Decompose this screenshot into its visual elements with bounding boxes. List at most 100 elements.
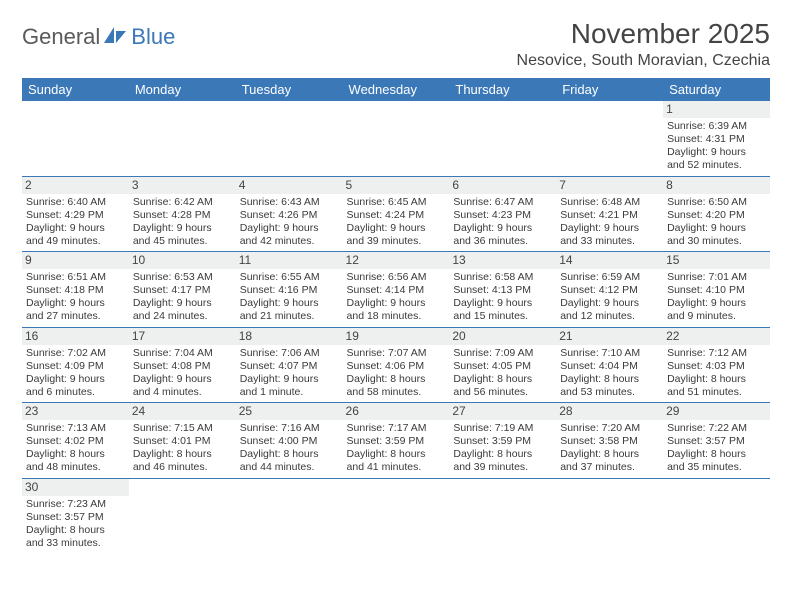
- daylight-text: Daylight: 8 hours and 53 minutes.: [560, 373, 659, 399]
- sunset-text: Sunset: 4:18 PM: [26, 284, 125, 297]
- sunset-text: Sunset: 4:29 PM: [26, 209, 125, 222]
- sunrise-text: Sunrise: 7:23 AM: [26, 498, 125, 511]
- day-number: 3: [129, 177, 236, 194]
- daylight-text: Daylight: 9 hours and 24 minutes.: [133, 297, 232, 323]
- calendar-week-row: 1Sunrise: 6:39 AMSunset: 4:31 PMDaylight…: [22, 101, 770, 176]
- calendar-day-cell: [343, 478, 450, 553]
- day-number: 28: [556, 403, 663, 420]
- sunset-text: Sunset: 3:59 PM: [347, 435, 446, 448]
- sunrise-text: Sunrise: 6:45 AM: [347, 196, 446, 209]
- calendar-day-cell: 16Sunrise: 7:02 AMSunset: 4:09 PMDayligh…: [22, 327, 129, 403]
- sunrise-text: Sunrise: 7:01 AM: [667, 271, 766, 284]
- sunset-text: Sunset: 4:06 PM: [347, 360, 446, 373]
- sunset-text: Sunset: 4:05 PM: [453, 360, 552, 373]
- sunset-text: Sunset: 4:12 PM: [560, 284, 659, 297]
- daylight-text: Daylight: 8 hours and 56 minutes.: [453, 373, 552, 399]
- day-number: 21: [556, 328, 663, 345]
- daylight-text: Daylight: 9 hours and 39 minutes.: [347, 222, 446, 248]
- logo-text-general: General: [22, 24, 100, 50]
- day-number: 16: [22, 328, 129, 345]
- calendar-day-cell: [449, 101, 556, 176]
- daylight-text: Daylight: 9 hours and 15 minutes.: [453, 297, 552, 323]
- day-number: 4: [236, 177, 343, 194]
- sunset-text: Sunset: 4:03 PM: [667, 360, 766, 373]
- calendar-day-cell: 1Sunrise: 6:39 AMSunset: 4:31 PMDaylight…: [663, 101, 770, 176]
- calendar-day-cell: [236, 101, 343, 176]
- calendar-week-row: 2Sunrise: 6:40 AMSunset: 4:29 PMDaylight…: [22, 176, 770, 252]
- daylight-text: Daylight: 9 hours and 18 minutes.: [347, 297, 446, 323]
- logo: General Blue: [22, 24, 175, 50]
- sunrise-text: Sunrise: 7:10 AM: [560, 347, 659, 360]
- sunrise-text: Sunrise: 7:15 AM: [133, 422, 232, 435]
- daylight-text: Daylight: 9 hours and 42 minutes.: [240, 222, 339, 248]
- sunset-text: Sunset: 3:58 PM: [560, 435, 659, 448]
- sunrise-text: Sunrise: 6:50 AM: [667, 196, 766, 209]
- day-number: 26: [343, 403, 450, 420]
- logo-text-blue: Blue: [131, 24, 175, 50]
- sunset-text: Sunset: 4:23 PM: [453, 209, 552, 222]
- calendar-day-cell: 26 Sunrise: 7:17 AMSunset: 3:59 PMDayligh…: [343, 403, 450, 479]
- day-number: 18: [236, 328, 343, 345]
- sunrise-text: Sunrise: 7:12 AM: [667, 347, 766, 360]
- sunset-text: Sunset: 4:01 PM: [133, 435, 232, 448]
- calendar-week-row: 23Sunrise: 7:13 AMSunset: 4:02 PMDayligh…: [22, 403, 770, 479]
- day-number: 6: [449, 177, 556, 194]
- calendar-day-cell: 13Sunrise: 6:58 AMSunset: 4:13 PMDayligh…: [449, 252, 556, 328]
- sunrise-text: Sunrise: 6:51 AM: [26, 271, 125, 284]
- calendar-day-cell: [22, 101, 129, 176]
- calendar-day-cell: 11Sunrise: 6:55 AMSunset: 4:16 PMDayligh…: [236, 252, 343, 328]
- daylight-text: Daylight: 8 hours and 51 minutes.: [667, 373, 766, 399]
- day-number: 8: [663, 177, 770, 194]
- calendar-day-cell: [343, 101, 450, 176]
- daylight-text: Daylight: 8 hours and 33 minutes.: [26, 524, 125, 550]
- sunrise-text: Sunrise: 6:53 AM: [133, 271, 232, 284]
- daylight-text: Daylight: 8 hours and 35 minutes.: [667, 448, 766, 474]
- sail-icon: [102, 25, 128, 50]
- sunrise-text: Sunrise: 6:48 AM: [560, 196, 659, 209]
- sunrise-text: Sunrise: 7:20 AM: [560, 422, 659, 435]
- daylight-text: Daylight: 8 hours and 37 minutes.: [560, 448, 659, 474]
- calendar-day-cell: [129, 101, 236, 176]
- day-number: 30: [22, 479, 129, 496]
- calendar-day-cell: 15Sunrise: 7:01 AMSunset: 4:10 PMDayligh…: [663, 252, 770, 328]
- calendar-week-row: 9 Sunrise: 6:51 AMSunset: 4:18 PM Daylight…: [22, 252, 770, 328]
- sunrise-text: Sunrise: 6:59 AM: [560, 271, 659, 284]
- sunset-text: Sunset: 4:26 PM: [240, 209, 339, 222]
- daylight-text: Daylight: 9 hours and 36 minutes.: [453, 222, 552, 248]
- day-number: 17: [129, 328, 236, 345]
- sunrise-text: Sunrise: 7:16 AM: [240, 422, 339, 435]
- sunset-text: Sunset: 4:09 PM: [26, 360, 125, 373]
- day-number: 9: [22, 252, 129, 269]
- daylight-text: Daylight: 8 hours and 44 minutes.: [240, 448, 339, 474]
- calendar-day-cell: 24Sunrise: 7:15 AMSunset: 4:01 PMDayligh…: [129, 403, 236, 479]
- day-number: 23: [22, 403, 129, 420]
- sunset-text: Sunset: 4:14 PM: [347, 284, 446, 297]
- calendar-day-cell: 25Sunrise: 7:16 AMSunset: 4:00 PMDayligh…: [236, 403, 343, 479]
- day-number: 19: [343, 328, 450, 345]
- calendar-day-cell: [556, 478, 663, 553]
- day-number: 5: [343, 177, 450, 194]
- daylight-text: Daylight: 8 hours and 41 minutes.: [347, 448, 446, 474]
- calendar-day-cell: 4 Sunrise: 6:43 AMSunset: 4:26 PMDaylight…: [236, 176, 343, 252]
- month-title: November 2025: [517, 18, 770, 50]
- calendar-day-cell: [449, 478, 556, 553]
- sunrise-text: Sunrise: 7:17 AM: [347, 422, 446, 435]
- sunset-text: Sunset: 4:21 PM: [560, 209, 659, 222]
- day-number: 13: [449, 252, 556, 269]
- sunset-text: Sunset: 4:07 PM: [240, 360, 339, 373]
- daylight-text: Daylight: 9 hours and 49 minutes.: [26, 222, 125, 248]
- sunrise-text: Sunrise: 7:04 AM: [133, 347, 232, 360]
- calendar-day-cell: 5Sunrise: 6:45 AMSunset: 4:24 PMDaylight…: [343, 176, 450, 252]
- calendar-day-cell: 27Sunrise: 7:19 AMSunset: 3:59 PMDayligh…: [449, 403, 556, 479]
- sunrise-text: Sunrise: 6:43 AM: [240, 196, 339, 209]
- weekday-header: Wednesday: [343, 78, 450, 101]
- sunset-text: Sunset: 4:20 PM: [667, 209, 766, 222]
- day-number: 7: [556, 177, 663, 194]
- sunrise-text: Sunrise: 7:06 AM: [240, 347, 339, 360]
- daylight-text: Daylight: 9 hours and 52 minutes.: [667, 146, 766, 172]
- sunrise-text: Sunrise: 7:09 AM: [453, 347, 552, 360]
- sunrise-text: Sunrise: 6:47 AM: [453, 196, 552, 209]
- sunset-text: Sunset: 3:57 PM: [667, 435, 766, 448]
- sunset-text: Sunset: 4:28 PM: [133, 209, 232, 222]
- calendar-week-row: 16Sunrise: 7:02 AMSunset: 4:09 PMDayligh…: [22, 327, 770, 403]
